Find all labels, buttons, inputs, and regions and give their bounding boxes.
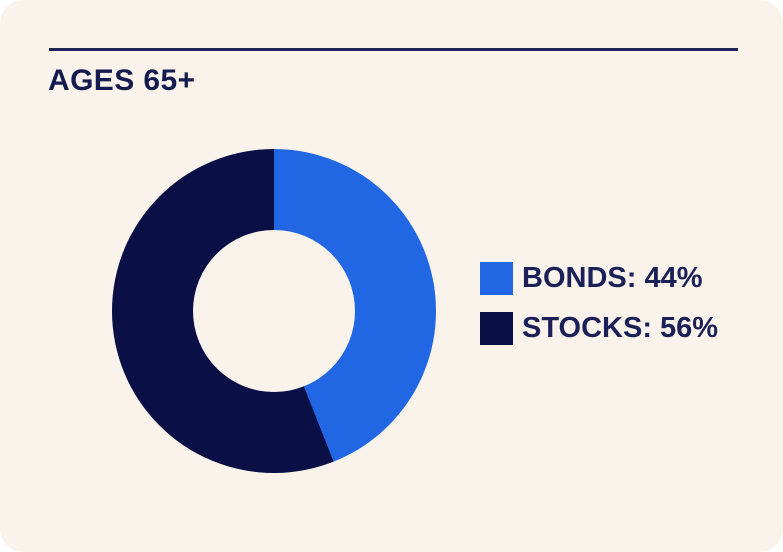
legend: BONDS: 44% STOCKS: 56% [480, 262, 718, 345]
donut-hole [193, 230, 355, 392]
legend-swatch-stocks [480, 312, 513, 345]
legend-item-bonds: BONDS: 44% [480, 262, 718, 295]
chart-title: AGES 65+ [48, 64, 196, 97]
legend-swatch-bonds [480, 262, 513, 295]
legend-item-stocks: STOCKS: 56% [480, 312, 718, 345]
legend-label-stocks: STOCKS: 56% [522, 312, 719, 344]
donut-chart [112, 149, 436, 473]
divider-line [49, 48, 738, 51]
legend-label-bonds: BONDS: 44% [522, 262, 703, 294]
